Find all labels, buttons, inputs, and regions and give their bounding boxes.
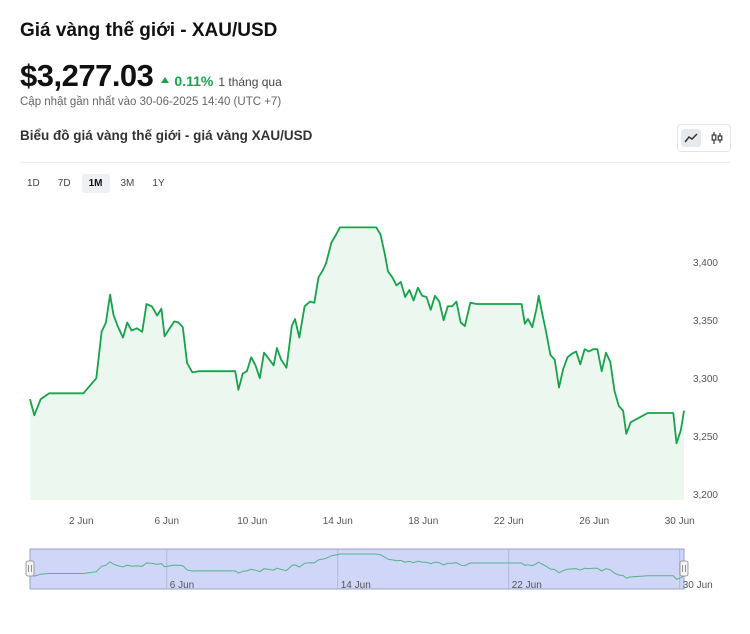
line-chart-button[interactable] (681, 129, 701, 147)
x-tick-label: 2 Jun (69, 516, 93, 527)
page-title: Giá vàng thế giới - XAU/USD (20, 20, 278, 41)
chart-type-toggle (677, 124, 731, 152)
navigator-tick-label: 6 Jun (170, 580, 194, 591)
x-tick-label: 14 Jun (323, 516, 353, 527)
last-updated: Cập nhật gần nhất vào 30-06-2025 14:40 (… (20, 96, 282, 108)
x-tick-label: 22 Jun (494, 516, 524, 527)
range-1d[interactable]: 1D (27, 178, 40, 189)
candlestick-icon (711, 132, 723, 144)
x-tick-label: 30 Jun (665, 516, 695, 527)
range-1y[interactable]: 1Y (152, 178, 165, 189)
price-chart[interactable]: 3,200 3,250 3,300 3,350 3,400 2 Jun 6 Jun 10 Ju… (0, 190, 750, 535)
y-tick-label: 3,400 (693, 258, 718, 269)
x-tick-label: 18 Jun (408, 516, 438, 527)
change-period: 1 tháng qua (218, 75, 282, 89)
header-divider (20, 162, 730, 163)
range-3m[interactable]: 3M (120, 178, 135, 189)
price-row: $3,277.03 0.11% 1 tháng qua (20, 58, 282, 94)
navigator-tick-label: 30 Jun (683, 580, 713, 591)
change-percent: 0.11% (174, 73, 214, 89)
y-tick-label: 3,300 (693, 374, 718, 385)
y-tick-label: 3,350 (693, 316, 718, 327)
price-series-line (29, 226, 685, 445)
x-tick-label: 26 Jun (579, 516, 609, 527)
navigator-line (29, 553, 685, 580)
x-tick-label: 6 Jun (155, 516, 179, 527)
price-area (30, 227, 684, 500)
navigator-tick-label: 14 Jun (341, 580, 371, 591)
line-chart-icon (684, 133, 698, 143)
range-selector: 1D 7D 1M 3M 1Y (20, 174, 172, 193)
range-navigator[interactable]: 6 Jun 14 Jun 22 Jun 30 Jun (0, 545, 750, 593)
navigator-right-handle[interactable] (679, 560, 689, 577)
chart-title: Biểu đồ giá vàng thế giới - giá vàng XAU… (20, 128, 313, 143)
navigator-left-handle[interactable] (25, 560, 35, 577)
current-price: $3,277.03 (20, 58, 154, 93)
up-arrow-icon (161, 77, 170, 83)
y-tick-label: 3,200 (693, 490, 718, 501)
range-7d[interactable]: 7D (57, 178, 71, 189)
x-tick-label: 10 Jun (237, 516, 267, 527)
navigator-tick-label: 22 Jun (512, 580, 542, 591)
range-1m[interactable]: 1M (81, 174, 110, 193)
y-tick-label: 3,250 (693, 432, 718, 443)
candlestick-button[interactable] (707, 129, 727, 147)
